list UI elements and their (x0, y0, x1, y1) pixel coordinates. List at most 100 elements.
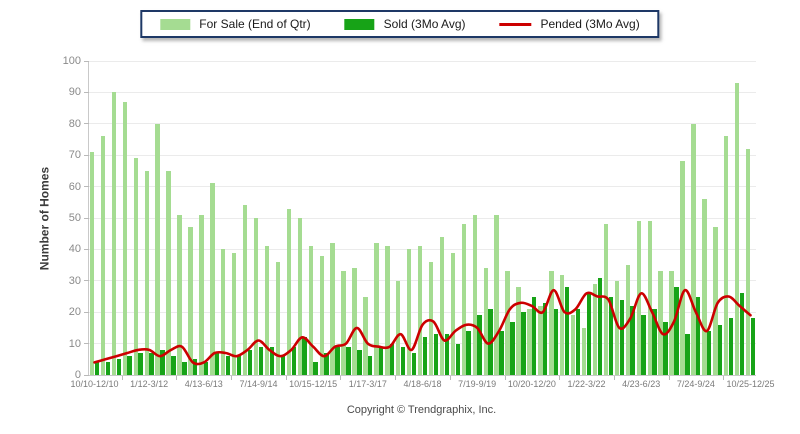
bar-sold (204, 362, 209, 375)
quarter-bar-group (712, 61, 723, 375)
y-axis-tick (84, 60, 89, 62)
bar-sold (750, 318, 756, 375)
x-axis-tick-label: 7/14-9/14 (239, 379, 278, 389)
bar-for-sale (385, 246, 390, 375)
x-axis-tick-label: 10/15-12/15 (289, 379, 338, 389)
sold-swatch-icon (344, 18, 375, 30)
quarter-bar-group (220, 61, 231, 375)
bar-for-sale (177, 214, 182, 375)
chart-legend: For Sale (End of Qtr) Sold (3Mo Avg) Pen… (140, 10, 660, 38)
quarter-bar-group (286, 61, 297, 375)
bar-for-sale (144, 170, 149, 375)
bar-for-sale (406, 249, 412, 375)
y-axis-tick (84, 154, 89, 156)
bar-sold (717, 324, 723, 375)
bar-for-sale (735, 82, 740, 375)
x-axis-tick-label: 1/12-3/12 (130, 379, 169, 389)
bar-for-sale (603, 224, 609, 375)
x-axis-tick-label: 10/20-12/20 (507, 379, 556, 389)
y-axis-tick (84, 91, 89, 93)
quarter-bar-group (340, 61, 351, 375)
bar-sold (488, 309, 493, 375)
quarter-bar-group (406, 61, 417, 375)
x-axis-tick (395, 376, 397, 380)
bar-for-sale (253, 218, 259, 375)
x-axis-tick-label: 7/19-9/19 (458, 379, 497, 389)
bar-for-sale (658, 271, 663, 375)
x-axis-tick (449, 376, 451, 380)
y-axis-tick (84, 217, 89, 219)
bar-for-sale (122, 101, 128, 375)
quarter-bar-group (155, 61, 166, 375)
bar-for-sale (505, 271, 510, 375)
bar-sold (116, 359, 121, 375)
y-axis-tick (84, 123, 89, 125)
quarter-bar-group (690, 61, 701, 375)
bar-sold (663, 321, 668, 375)
quarter-bar-group (570, 61, 581, 375)
quarter-bar-group (187, 61, 198, 375)
quarter-bar-group (417, 61, 428, 375)
quarter-bar-group (636, 61, 647, 375)
bar-sold (193, 359, 198, 375)
gridline (89, 123, 756, 125)
bar-sold (182, 362, 187, 375)
bar-sold (280, 356, 285, 375)
x-axis-tick (285, 376, 287, 380)
quarter-bar-group (723, 61, 734, 375)
bar-sold (455, 343, 460, 375)
bar-for-sale (538, 305, 543, 375)
bar-for-sale (286, 208, 292, 375)
x-axis-tick (668, 376, 670, 380)
quarter-bar-group (144, 61, 155, 375)
y-axis-tick-label: 80 (68, 117, 81, 130)
x-axis-tick-label: 1/17-3/17 (348, 379, 387, 389)
y-axis-tick-label: 70 (68, 149, 81, 162)
x-axis-tick-label: 1/22-3/22 (567, 379, 606, 389)
y-axis-tick-label: 100 (62, 55, 81, 67)
quarter-bar-group (166, 61, 177, 375)
bar-sold (433, 334, 439, 375)
bar-for-sale (89, 152, 95, 375)
x-axis-tick (559, 376, 561, 380)
bar-sold (335, 346, 340, 375)
bar-sold (225, 356, 231, 375)
bar-for-sale (264, 246, 270, 375)
bar-sold (521, 312, 526, 375)
y-axis-tick-label: 20 (68, 306, 81, 319)
quarter-bar-group (625, 61, 636, 375)
quarter-bar-group (100, 61, 111, 375)
bar-sold (575, 309, 581, 375)
bar-sold (707, 331, 712, 375)
quarter-bar-group (176, 61, 187, 375)
quarter-bar-group (231, 61, 242, 375)
bar-sold (105, 362, 110, 375)
quarter-bar-group (198, 61, 209, 375)
quarter-bar-group (483, 61, 494, 375)
bar-for-sale (133, 158, 139, 375)
quarter-bar-group (745, 61, 756, 375)
quarter-bar-group (308, 61, 319, 375)
bar-sold (444, 334, 449, 375)
bar-for-sale (527, 309, 532, 375)
bar-for-sale (275, 261, 281, 375)
quarter-bar-group (658, 61, 669, 375)
bar-sold (149, 353, 154, 375)
x-axis-tick-label: 10/25-12/25 (726, 379, 775, 389)
bar-for-sale (571, 315, 576, 375)
bar-sold (346, 346, 351, 375)
bar-for-sale (592, 283, 598, 375)
bar-sold (171, 356, 176, 375)
quarter-bar-group (209, 61, 220, 375)
bar-for-sale (242, 205, 248, 375)
bar-sold (269, 346, 275, 375)
bar-sold (728, 318, 734, 375)
x-axis-tick (340, 376, 342, 380)
quarter-bar-group (319, 61, 330, 375)
quarter-bar-group (362, 61, 373, 375)
bar-for-sale (494, 214, 499, 375)
bar-for-sale (461, 224, 467, 375)
bar-for-sale (232, 252, 237, 375)
chart-plot-area: 0 10 20 30 40 50 60 70 80 90 100 10/10-12/10 1/12-3/… (63, 55, 775, 389)
